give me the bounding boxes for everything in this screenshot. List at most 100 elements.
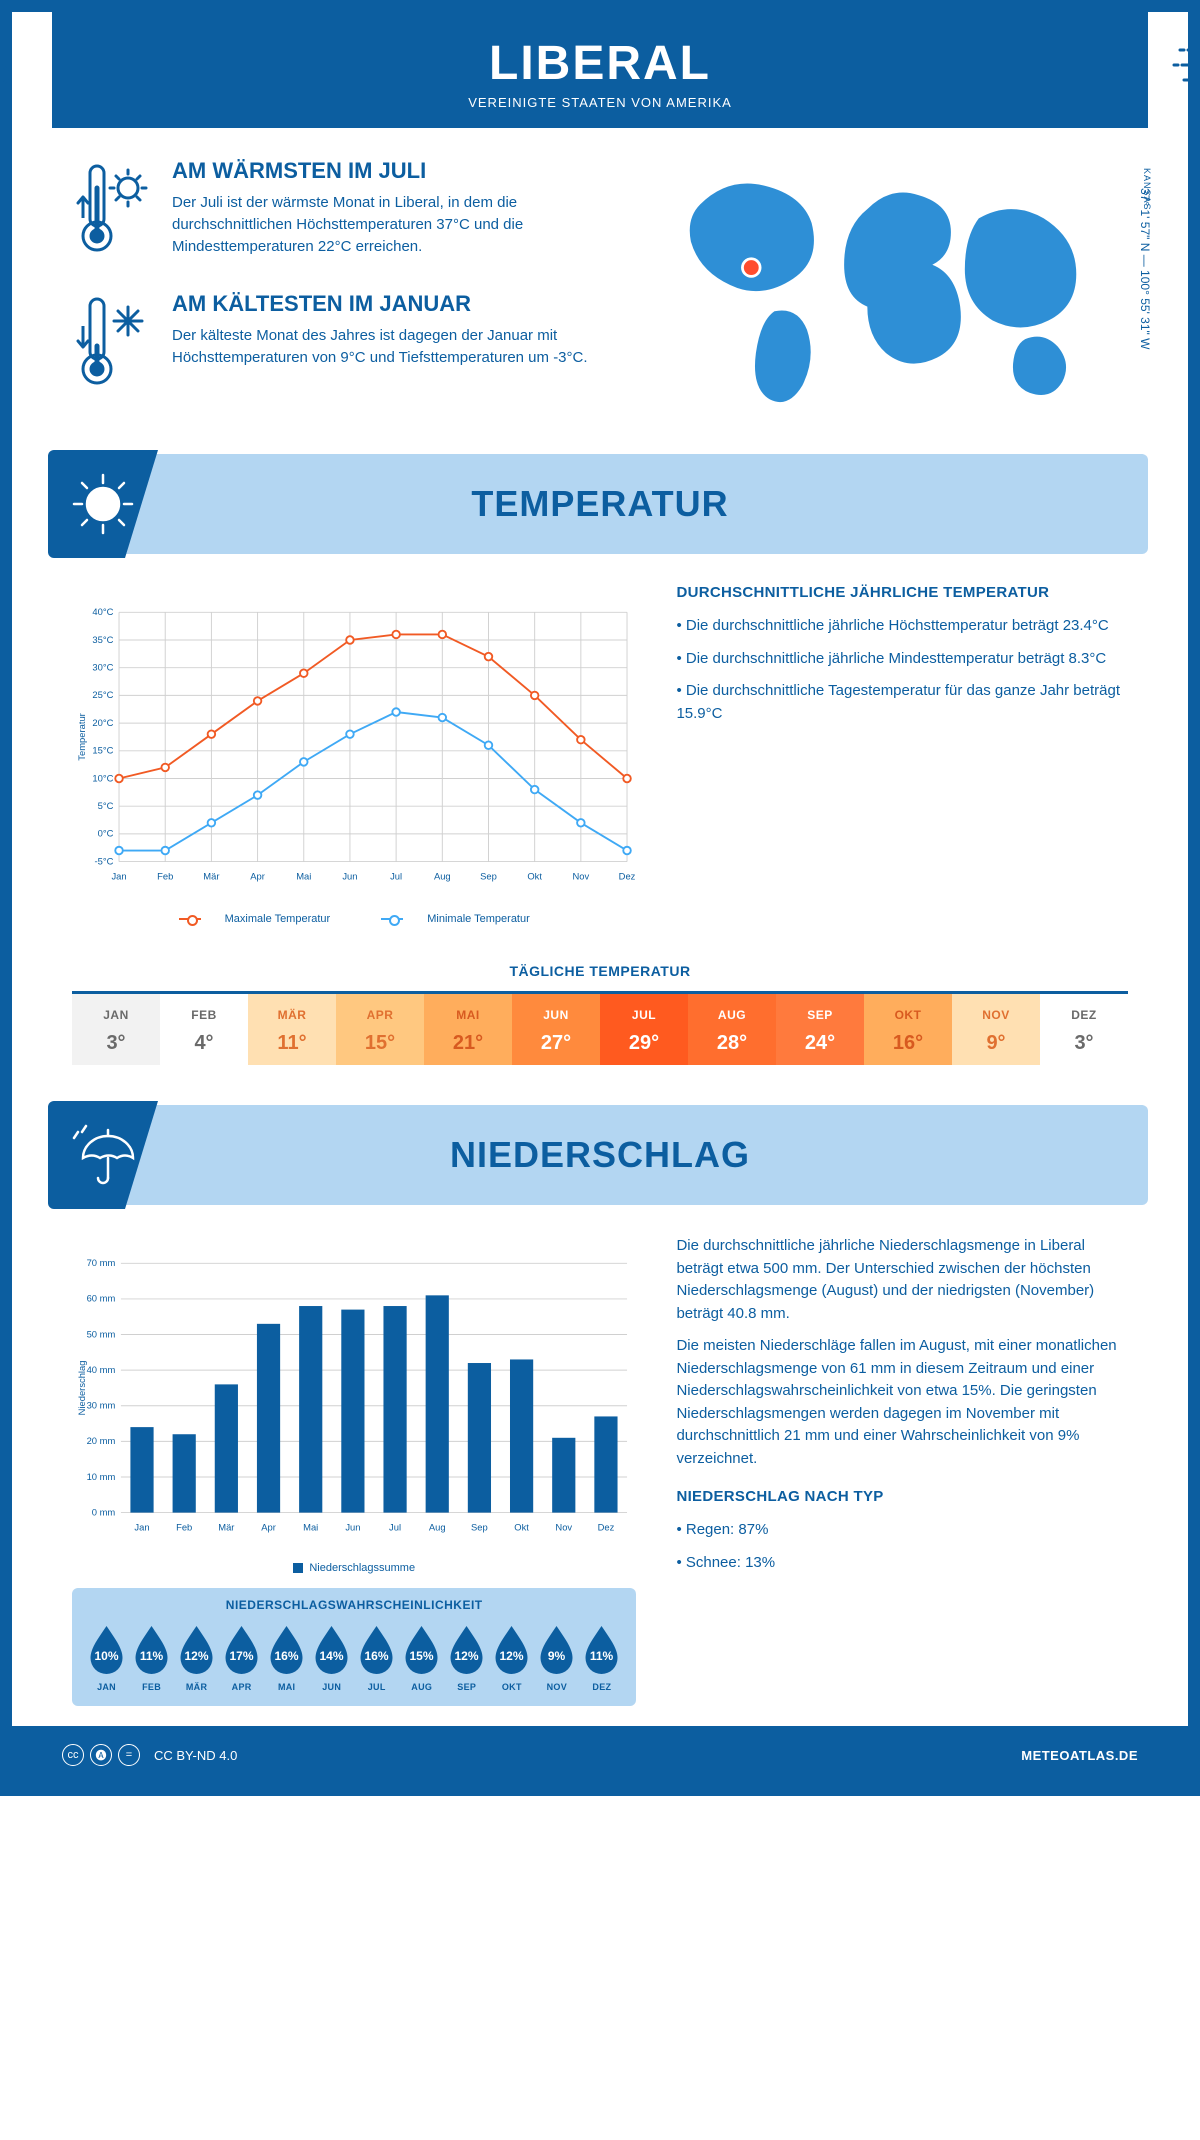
svg-text:Jun: Jun (342, 870, 357, 881)
license-text: CC BY-ND 4.0 (154, 1748, 237, 1763)
daily-cell: JAN3° (72, 994, 160, 1065)
svg-text:-5°C: -5°C (95, 855, 114, 866)
probability-drop: 9% NOV (536, 1622, 577, 1692)
fact-hot: AM WÄRMSTEN IM JULI Der Juli ist der wär… (72, 158, 604, 263)
svg-text:Nov: Nov (555, 1521, 572, 1532)
daily-cell: APR15° (336, 994, 424, 1065)
page-title: LIBERAL (52, 36, 1148, 91)
temp-bullet: Die durchschnittliche Tagestemperatur fü… (676, 680, 1128, 725)
svg-text:16%: 16% (275, 1649, 299, 1663)
daily-cell: JUL29° (600, 994, 688, 1065)
daily-temp-title: TÄGLICHE TEMPERATUR (12, 963, 1188, 979)
svg-text:30°C: 30°C (92, 662, 113, 673)
svg-text:35°C: 35°C (92, 634, 113, 645)
probability-drop: 11% DEZ (581, 1622, 622, 1692)
precip-type-title: NIEDERSCHLAG NACH TYP (676, 1488, 1128, 1505)
nd-icon: = (118, 1744, 140, 1766)
precip-p1: Die durchschnittliche jährliche Niedersc… (676, 1235, 1128, 1325)
license-block: cc 🅐 = CC BY-ND 4.0 (62, 1744, 237, 1766)
svg-text:Feb: Feb (157, 870, 173, 881)
svg-text:Apr: Apr (261, 1521, 276, 1532)
coordinates: 37° 1' 57" N — 100° 55' 31" W (1138, 188, 1152, 349)
svg-text:10°C: 10°C (92, 772, 113, 783)
svg-text:Temperatur: Temperatur (76, 713, 87, 761)
svg-text:11%: 11% (140, 1649, 164, 1663)
daily-cell: OKT16° (864, 994, 952, 1065)
fact-cold-text: Der kälteste Monat des Jahres ist dagege… (172, 325, 604, 369)
svg-text:Dez: Dez (598, 1521, 615, 1532)
probability-drop: 12% OKT (491, 1622, 532, 1692)
svg-text:15%: 15% (410, 1649, 434, 1663)
daily-cell: MÄR11° (248, 994, 336, 1065)
daily-temp-row: JAN3°FEB4°MÄR11°APR15°MAI21°JUN27°JUL29°… (72, 991, 1128, 1065)
temp-legend: Maximale Temperatur Minimale Temperatur (72, 913, 636, 925)
svg-text:Feb: Feb (176, 1521, 192, 1532)
subtitle: VEREINIGTE STAATEN VON AMERIKA (52, 95, 1148, 110)
svg-text:Jul: Jul (389, 1521, 401, 1532)
probability-drop: 14% JUN (311, 1622, 352, 1692)
facts-column: AM WÄRMSTEN IM JULI Der Juli ist der wär… (72, 158, 604, 424)
precipitation-title: NIEDERSCHLAG (450, 1134, 750, 1176)
precip-legend: Niederschlagssumme (72, 1562, 636, 1574)
svg-text:25°C: 25°C (92, 689, 113, 700)
temperature-body: -5°C0°C5°C10°C15°C20°C25°C30°C35°C40°CJa… (12, 584, 1188, 945)
daily-cell: NOV9° (952, 994, 1040, 1065)
fact-cold-title: AM KÄLTESTEN IM JANUAR (172, 291, 604, 317)
probability-drop: 12% SEP (446, 1622, 487, 1692)
svg-text:Jun: Jun (345, 1521, 360, 1532)
precip-chart-column: 0 mm10 mm20 mm30 mm40 mm50 mm60 mm70 mmJ… (72, 1235, 636, 1706)
precipitation-banner: NIEDERSCHLAG (52, 1105, 1148, 1205)
temp-text-title: DURCHSCHNITTLICHE JÄHRLICHE TEMPERATUR (676, 584, 1128, 601)
svg-text:10 mm: 10 mm (87, 1471, 116, 1482)
svg-text:Okt: Okt (527, 870, 542, 881)
fact-hot-title: AM WÄRMSTEN IM JULI (172, 158, 604, 184)
svg-text:Niederschlag: Niederschlag (76, 1361, 87, 1416)
temp-bullet: Die durchschnittliche jährliche Mindestt… (676, 648, 1128, 671)
probability-drop: 16% JUL (356, 1622, 397, 1692)
intro-row: AM WÄRMSTEN IM JULI Der Juli ist der wär… (12, 158, 1188, 454)
svg-text:50 mm: 50 mm (87, 1328, 116, 1339)
svg-text:14%: 14% (320, 1649, 344, 1663)
svg-text:Mär: Mär (203, 870, 219, 881)
temp-bullet-list: Die durchschnittliche jährliche Höchstte… (676, 615, 1128, 725)
thermometer-sun-icon (72, 158, 152, 263)
daily-cell: MAI21° (424, 994, 512, 1065)
temperature-line-chart: -5°C0°C5°C10°C15°C20°C25°C30°C35°C40°CJa… (72, 584, 636, 904)
cc-icon: cc (62, 1744, 84, 1766)
daily-cell: JUN27° (512, 994, 600, 1065)
svg-text:Aug: Aug (434, 870, 451, 881)
svg-text:70 mm: 70 mm (87, 1257, 116, 1268)
svg-text:Apr: Apr (250, 870, 265, 881)
daily-cell: SEP24° (776, 994, 864, 1065)
precip-type-list: Regen: 87%Schnee: 13% (676, 1519, 1128, 1574)
infographic-page: LIBERAL VEREINIGTE STAATEN VON AMERIKA A… (0, 0, 1200, 1796)
wind-icon-right (1168, 30, 1200, 100)
temp-text-column: DURCHSCHNITTLICHE JÄHRLICHE TEMPERATUR D… (676, 584, 1128, 925)
precipitation-body: 0 mm10 mm20 mm30 mm40 mm50 mm60 mm70 mmJ… (12, 1235, 1188, 1726)
probability-drop: 15% AUG (401, 1622, 442, 1692)
svg-text:30 mm: 30 mm (87, 1400, 116, 1411)
world-map-icon (644, 158, 1128, 418)
temperature-title: TEMPERATUR (471, 483, 728, 525)
svg-text:0°C: 0°C (98, 828, 114, 839)
map-column: KANSAS 37° 1' 57" N — 100° 55' 31" W (644, 158, 1128, 424)
svg-text:5°C: 5°C (98, 800, 114, 811)
svg-text:15°C: 15°C (92, 745, 113, 756)
precip-p2: Die meisten Niederschläge fallen im Augu… (676, 1335, 1128, 1470)
umbrella-icon (48, 1101, 158, 1209)
probability-drop: 16% MAI (266, 1622, 307, 1692)
sun-icon (48, 450, 158, 558)
thermometer-snow-icon (72, 291, 152, 396)
svg-text:Okt: Okt (514, 1521, 529, 1532)
probability-row: 10% JAN 11% FEB 12% MÄR 17% APR 16% MAI … (86, 1622, 622, 1692)
svg-text:Nov: Nov (572, 870, 589, 881)
precip-type: Schnee: 13% (676, 1552, 1128, 1575)
svg-text:Aug: Aug (429, 1521, 446, 1532)
temp-bullet: Die durchschnittliche jährliche Höchstte… (676, 615, 1128, 638)
probability-drop: 12% MÄR (176, 1622, 217, 1692)
temperature-banner: TEMPERATUR (52, 454, 1148, 554)
probability-drop: 11% FEB (131, 1622, 172, 1692)
svg-text:60 mm: 60 mm (87, 1293, 116, 1304)
probability-drop: 10% JAN (86, 1622, 127, 1692)
probability-drop: 17% APR (221, 1622, 262, 1692)
